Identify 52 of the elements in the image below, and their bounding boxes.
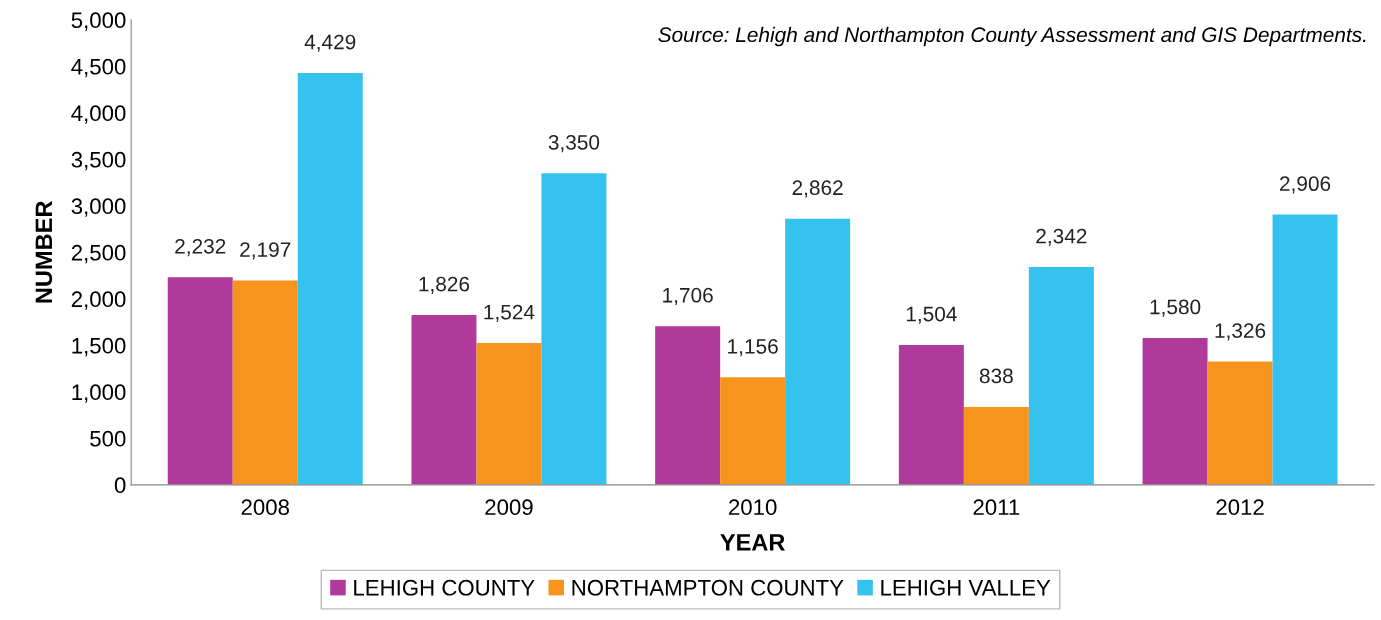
x-tick-label: 2008 (241, 499, 289, 516)
bar (476, 343, 542, 485)
y-tick-label: 4,000 (71, 105, 126, 124)
bar (232, 280, 298, 485)
y-tick-label: 3,000 (71, 198, 126, 217)
y-tick-label: 500 (90, 430, 126, 447)
y-tick-label: 1,500 (72, 337, 126, 357)
y-axis-title: NUMBER (35, 201, 53, 303)
y-tick-label: 1,000 (72, 384, 126, 403)
data-label: 838 (979, 368, 1013, 384)
x-tick-label: 2010 (729, 499, 777, 516)
x-tick-label: 2012 (1216, 499, 1264, 516)
bar (785, 218, 851, 485)
data-label: 1,524 (484, 304, 535, 323)
data-label: 1,326 (1215, 323, 1266, 341)
legend-label: LEHIGH VALLEY (881, 579, 1051, 596)
bar (541, 173, 607, 485)
bar (655, 326, 721, 485)
bar (1142, 337, 1208, 485)
data-label: 4,429 (304, 34, 356, 52)
y-tick-label: 3,500 (71, 151, 126, 171)
bar (720, 377, 786, 485)
data-label: 2,906 (1280, 176, 1331, 194)
x-tick-label: 2009 (485, 499, 533, 516)
y-tick-label: 5,000 (71, 12, 126, 31)
legend-label: LEHIGH COUNTY (354, 579, 535, 596)
annotation: Source: Lehigh and Northampton County Assessment and GIS Departments. (658, 26, 1366, 47)
legend-label: NORTHAMPTON COUNTY (572, 579, 844, 596)
bar (1272, 214, 1338, 485)
bar (1028, 267, 1094, 485)
data-label: 1,580 (1150, 299, 1201, 317)
bar (963, 406, 1029, 485)
data-label: 3,350 (548, 134, 600, 153)
bar (167, 277, 233, 485)
y-tick-label: 2,500 (71, 244, 126, 264)
data-label: 1,156 (728, 339, 778, 357)
bar (411, 315, 477, 485)
data-label: 2,197 (240, 242, 291, 260)
bar (898, 344, 964, 485)
bar (1207, 361, 1273, 485)
data-label: 1,826 (419, 276, 470, 294)
data-label: 2,862 (792, 180, 843, 198)
x-tick-label: 2011 (973, 499, 1020, 516)
data-label: 1,706 (663, 287, 713, 306)
y-tick-label: 2,000 (71, 291, 126, 310)
data-label: 2,342 (1036, 228, 1087, 246)
data-label: 2,232 (175, 238, 226, 257)
x-axis-title: YEAR (720, 534, 785, 551)
data-label: 1,504 (906, 306, 957, 324)
bar (297, 72, 363, 485)
y-tick-label: 0 (114, 477, 126, 494)
y-tick-label: 4,500 (71, 58, 126, 78)
